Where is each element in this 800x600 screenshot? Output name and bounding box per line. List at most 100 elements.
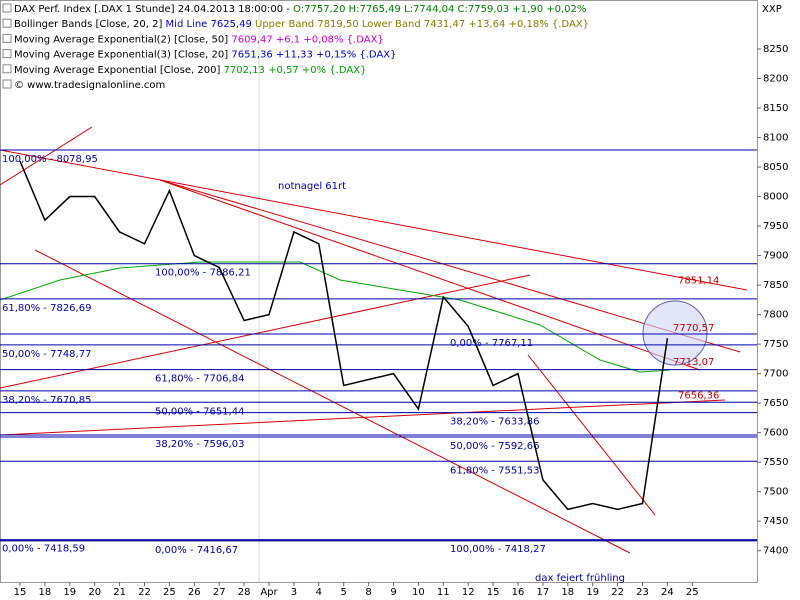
y-tick-label: 7400	[763, 546, 788, 557]
header-segment: © www.tradesignalonline.com	[14, 80, 165, 91]
price-mark-label: 7770,57	[673, 323, 714, 334]
x-tick-label: 11	[437, 587, 450, 598]
fib-level-label: 38,20% - 7633,86	[450, 417, 539, 428]
y-tick-label: 8150	[763, 103, 788, 114]
x-tick-label: 9	[390, 587, 396, 598]
corner-label: XXP	[762, 4, 782, 15]
x-tick-label: 16	[512, 587, 525, 598]
x-tick-label: 5	[341, 587, 347, 598]
header-line: Moving Average Exponential [Close, 200] …	[14, 65, 366, 76]
fib-level-label: 100,00% - 7886,21	[155, 268, 251, 279]
x-tick-label: 12	[462, 587, 475, 598]
x-tick-label: 10	[412, 587, 425, 598]
x-tick-label: 15	[487, 587, 500, 598]
fib-level-label: 61,80% - 7551,53	[450, 465, 539, 476]
header-checkbox	[2, 79, 12, 89]
y-tick-label: 8100	[763, 133, 788, 144]
annotation: notnagel 61rt	[278, 181, 346, 192]
fib-level-label: 50,00% - 7592,66	[450, 441, 539, 452]
header-segment: Upper Band 7819,50 Lower Band 7431,47 +1…	[255, 19, 589, 30]
y-tick-label: 7700	[763, 369, 788, 380]
y-tick-label: 7650	[763, 398, 788, 409]
x-tick-label: 23	[636, 587, 649, 598]
fib-level-label: 38,20% - 7670,85	[2, 395, 91, 406]
x-tick-label: 28	[238, 587, 251, 598]
header-checkbox	[2, 64, 12, 74]
header-segment: 7702,13 +0,57 +0% {.DAX}	[224, 65, 367, 76]
y-tick-label: 7950	[763, 221, 788, 232]
header-segment: Mid Line 7625,49	[166, 19, 255, 30]
fib-level-label: 100,00% - 8078,95	[2, 154, 98, 165]
header-segment: DAX Perf. Index [.DAX 1 Stunde] 24.04.20…	[14, 4, 293, 15]
x-tick-label: 27	[213, 587, 226, 598]
trend-line	[34, 249, 631, 554]
plot-frame	[0, 0, 758, 583]
price-mark-label: 7851,14	[678, 275, 719, 286]
x-tick-label: 22	[138, 587, 151, 598]
header-segment: Moving Average Exponential(2) [Close, 50…	[14, 34, 231, 45]
x-tick-label: 18	[561, 587, 574, 598]
header-segment: Moving Average Exponential [Close, 200]	[14, 65, 224, 76]
y-tick-label: 7450	[763, 516, 788, 527]
fib-level-label: 50,00% - 7748,77	[2, 349, 91, 360]
header-segment: O:7757,20 H:7765,49 L:7744,04 C:7759,03 …	[293, 4, 586, 15]
x-tick-label: 22	[611, 587, 624, 598]
fib-level-label: 100,00% - 7418,27	[450, 544, 546, 555]
y-tick-label: 8250	[763, 44, 788, 55]
trend-line	[159, 179, 701, 371]
header-checkbox	[2, 18, 12, 28]
x-tick-label: 20	[88, 587, 101, 598]
price-mark-label: 7656,36	[678, 390, 719, 401]
header-segment: 7651,36 +11,33 +0,15% {.DAX}	[231, 50, 396, 61]
y-tick-label: 7850	[763, 280, 788, 291]
y-tick-label: 8200	[763, 74, 788, 85]
trend-line	[159, 179, 741, 353]
header-line: © www.tradesignalonline.com	[14, 80, 165, 91]
y-tick-label: 7600	[763, 428, 788, 439]
fib-level-label: 61,80% - 7826,69	[2, 303, 91, 314]
fib-level-label: 61,80% - 7706,84	[155, 374, 244, 385]
header-line: DAX Perf. Index [.DAX 1 Stunde] 24.04.20…	[14, 4, 586, 15]
x-tick-label: 25	[686, 587, 699, 598]
price-mark-label: 7713,07	[673, 357, 714, 368]
header-checkbox	[2, 49, 12, 59]
x-tick-label: 3	[291, 587, 297, 598]
trend-line	[0, 149, 748, 291]
fib-level-label: 0,00% - 7767,11	[450, 338, 533, 349]
x-tick-label: 17	[537, 587, 550, 598]
header-line: Moving Average Exponential(3) [Close, 20…	[14, 50, 397, 61]
x-tick-label: 19	[63, 587, 76, 598]
y-tick-label: 8000	[763, 192, 788, 203]
header-segment: Bollinger Bands [Close, 20, 2]	[14, 19, 166, 30]
fib-level-label: 0,00% - 7418,59	[2, 544, 85, 555]
x-tick-label: 8	[365, 587, 371, 598]
fib-level-label: 50,00% - 7651,44	[155, 406, 244, 417]
y-tick-label: 7800	[763, 310, 788, 321]
x-tick-label: 26	[188, 587, 201, 598]
x-tick-label: 21	[113, 587, 126, 598]
trend-line	[0, 399, 726, 436]
x-tick-label: 15	[14, 587, 27, 598]
trend-line	[0, 126, 93, 186]
x-tick-label: 24	[661, 587, 674, 598]
ema-200	[0, 261, 671, 373]
x-tick-label: 19	[586, 587, 599, 598]
y-tick-label: 7750	[763, 339, 788, 350]
annotation: dax feiert frühling	[535, 573, 625, 584]
x-tick-label: 18	[39, 587, 52, 598]
header-line: Bollinger Bands [Close, 20, 2] Mid Line …	[14, 19, 589, 30]
y-tick-label: 8050	[763, 162, 788, 173]
fib-level-label: 38,20% - 7596,03	[155, 439, 244, 450]
y-tick-label: 7900	[763, 251, 788, 262]
x-tick-label: Apr	[260, 587, 278, 598]
x-tick-label: 4	[316, 587, 322, 598]
header-line: Moving Average Exponential(2) [Close, 50…	[14, 34, 384, 45]
x-tick-label: 25	[163, 587, 176, 598]
header-checkbox	[2, 33, 12, 43]
header-segment: 7609,47 +6,1 +0,08% {.DAX}	[231, 34, 383, 45]
y-tick-label: 7550	[763, 457, 788, 468]
highlight-circle	[642, 300, 708, 366]
fib-level-label: 0,00% - 7416,67	[155, 545, 238, 556]
header-checkbox	[2, 3, 12, 13]
y-tick-label: 7500	[763, 487, 788, 498]
